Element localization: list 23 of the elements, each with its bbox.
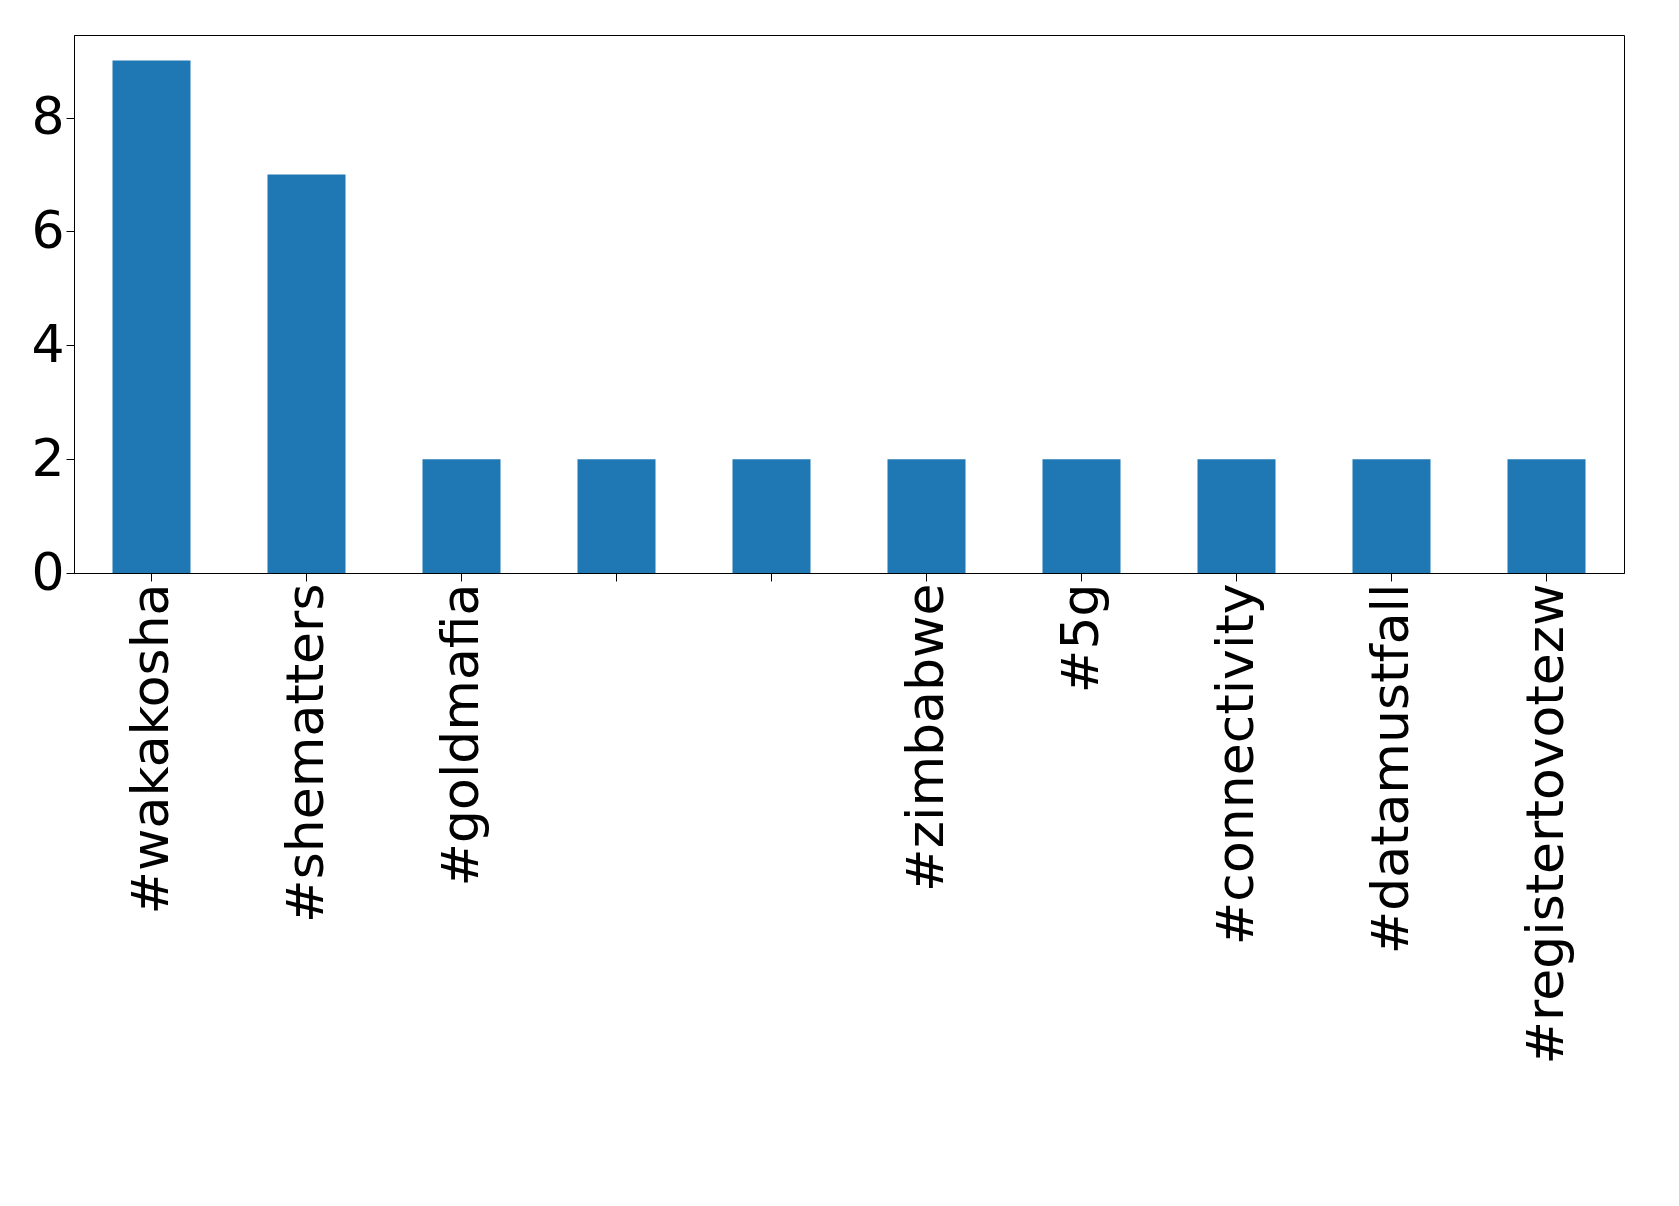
bar	[1197, 459, 1276, 573]
bar	[1042, 459, 1121, 573]
x-tick-label: #connectivity	[1204, 583, 1265, 946]
bar	[112, 60, 191, 573]
x-tick-label: #registertovotezw	[1514, 583, 1575, 1065]
bar	[887, 459, 966, 573]
y-tick-label: 8	[31, 86, 65, 147]
x-tick-label: #wakakosha	[119, 583, 180, 915]
bar	[1352, 459, 1431, 573]
bar	[267, 174, 346, 573]
y-tick-label: 0	[31, 541, 65, 602]
y-tick-label: 2	[31, 427, 65, 488]
bar	[1507, 459, 1586, 573]
x-tick-label: #5g	[1049, 583, 1110, 694]
x-tick-label: #zimbabwe	[894, 583, 955, 892]
bar	[732, 459, 811, 573]
x-tick-label: #shematters	[274, 583, 335, 923]
x-tick-label: #datamustfall	[1359, 583, 1420, 955]
x-tick-label: #goldmafia	[429, 583, 490, 887]
bar	[422, 459, 501, 573]
y-tick-label: 4	[31, 313, 65, 374]
bar	[577, 459, 656, 573]
y-tick-label: 6	[31, 199, 65, 260]
